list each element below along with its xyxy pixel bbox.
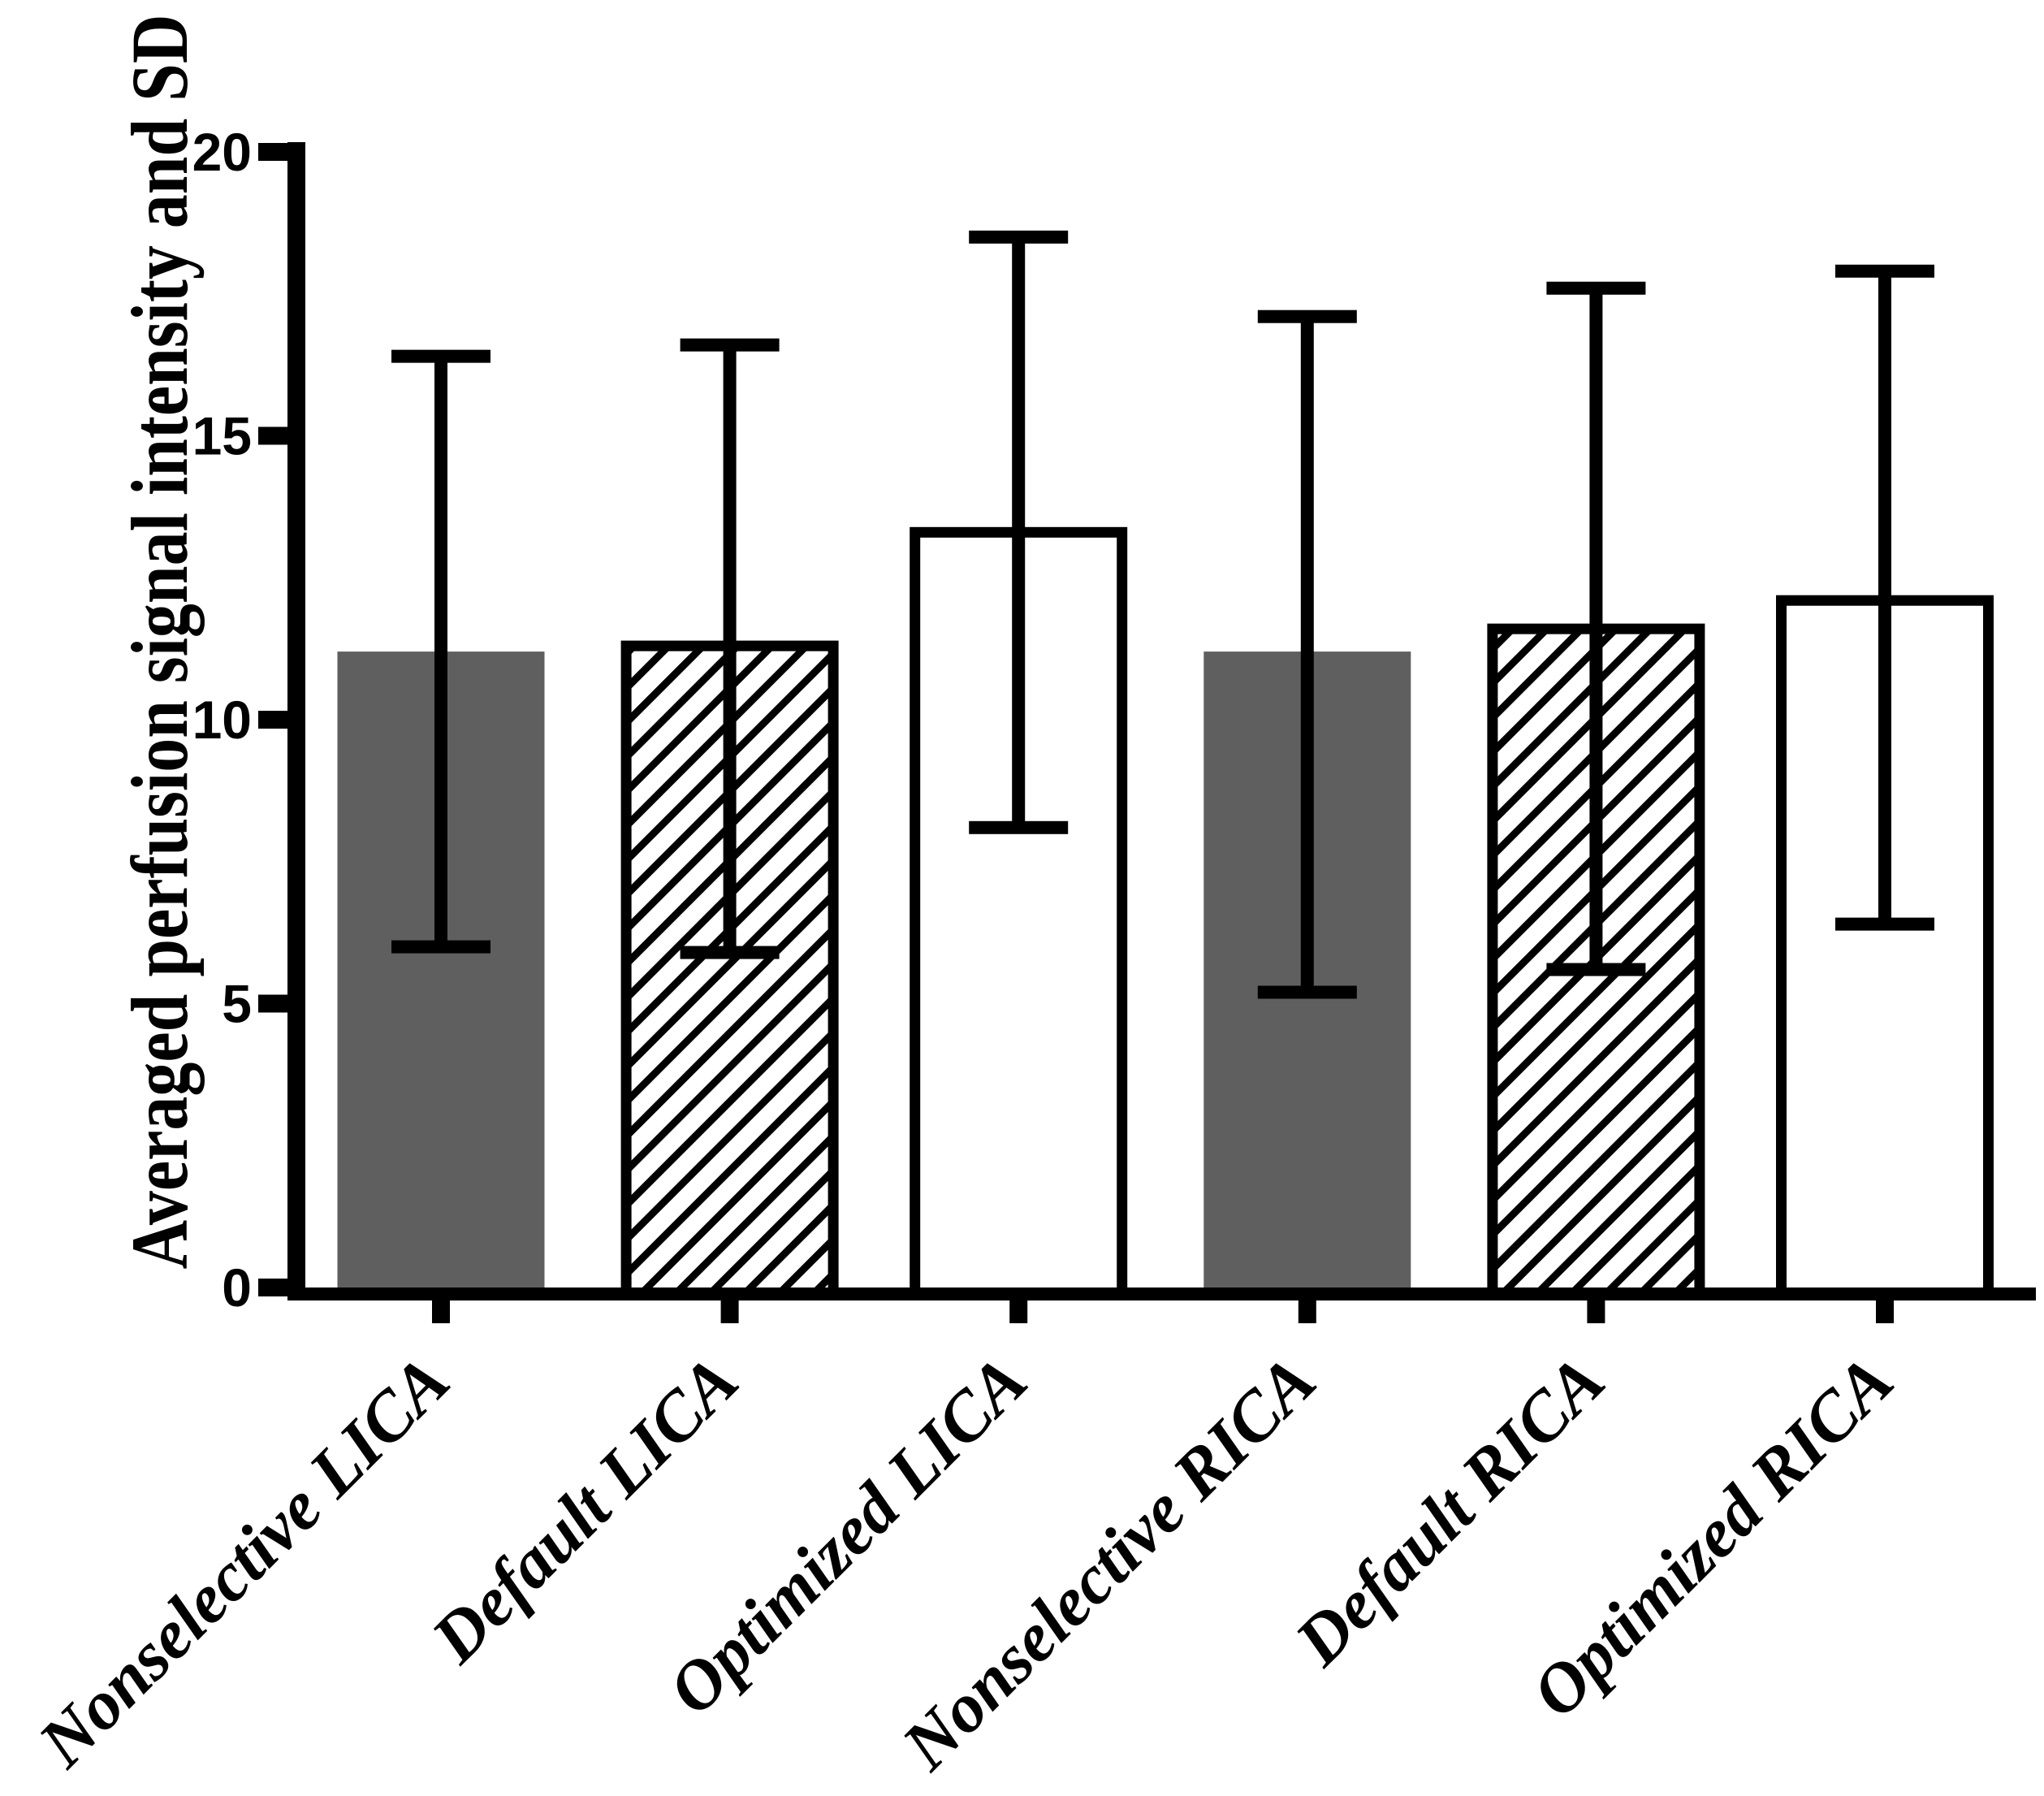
error-cap-top-1 — [391, 349, 490, 363]
x-axis-line — [287, 1287, 2036, 1300]
y-tick-10 — [258, 711, 287, 729]
x-tick-3 — [1009, 1300, 1028, 1323]
y-tick-label-0: 0 — [222, 1257, 252, 1318]
axes-group — [258, 142, 2036, 1323]
y-tick-label-10: 10 — [192, 690, 252, 750]
error-cap-top-3 — [969, 230, 1069, 244]
error-cap-top-4 — [1257, 309, 1357, 323]
error-cap-bottom-5 — [1546, 963, 1646, 976]
x-tick-1 — [432, 1300, 450, 1323]
y-tick-label-20: 20 — [192, 122, 252, 182]
y-tick-20 — [258, 143, 287, 161]
y-axis-title: Averaged perfusion signal intensity and … — [115, 15, 205, 1270]
error-cap-top-6 — [1835, 264, 1934, 278]
error-cap-top-5 — [1546, 281, 1646, 295]
y-tick-0 — [258, 1279, 287, 1296]
error-cap-bottom-3 — [969, 820, 1069, 834]
x-tick-4 — [1298, 1300, 1316, 1323]
bars-group — [337, 526, 1994, 1300]
error-cap-top-2 — [680, 338, 780, 352]
error-cap-bottom-6 — [1835, 917, 1934, 931]
error-bars-group — [391, 230, 1934, 999]
y-tick-labels-group: 0 5 10 15 20 — [192, 122, 252, 1318]
error-cap-bottom-2 — [680, 946, 780, 959]
error-cap-bottom-4 — [1257, 985, 1357, 999]
y-tick-5 — [258, 994, 287, 1013]
y-tick-label-15: 15 — [192, 406, 252, 466]
x-tick-5 — [1587, 1300, 1605, 1323]
x-tick-2 — [720, 1300, 739, 1323]
error-cap-bottom-1 — [391, 940, 490, 954]
y-tick-15 — [258, 426, 287, 445]
x-tick-6 — [1876, 1300, 1894, 1323]
category-label-1: Nonselective LICA — [23, 1341, 464, 1782]
y-axis-line — [287, 142, 305, 1300]
y-tick-label-5: 5 — [222, 974, 252, 1034]
